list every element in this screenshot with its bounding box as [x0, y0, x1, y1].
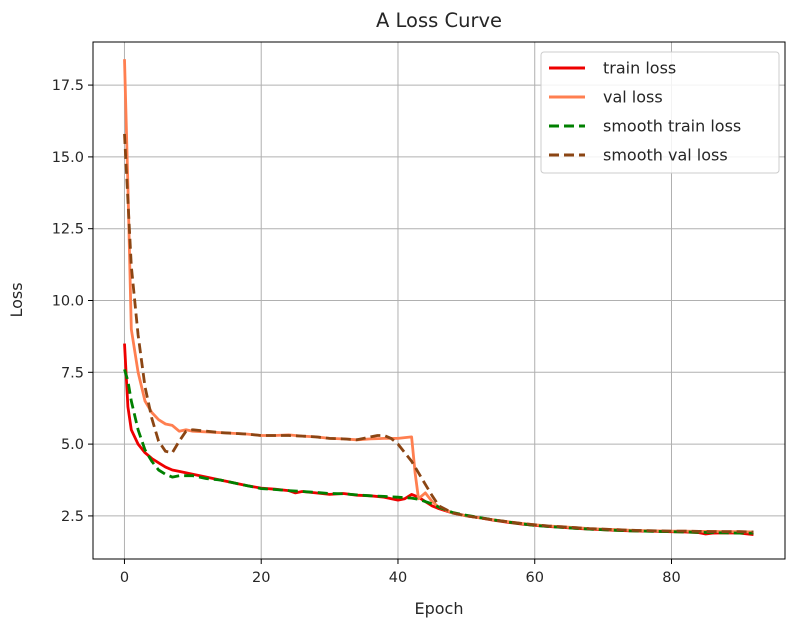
y-axis-ticks: 2.5 5.0 7.5 10.0 12.5 15.0 17.5: [52, 78, 93, 525]
legend-box: [540, 51, 780, 174]
y-tick-label: 12.5: [52, 222, 84, 238]
legend: train loss val loss smooth train loss smoot…: [540, 51, 780, 174]
x-axis-ticks: 0 20 40 60 80: [120, 559, 681, 586]
series-line-smooth-val-loss: [123, 133, 754, 534]
legend-label: val loss: [603, 88, 663, 107]
chart-title: A Loss Curve: [376, 9, 502, 32]
legend-label: train loss: [603, 59, 676, 78]
legend-label: smooth val loss: [603, 146, 728, 165]
y-tick-label: 15.0: [52, 150, 84, 166]
y-tick-label: 5.0: [61, 437, 84, 453]
y-tick-label: 10.0: [52, 294, 84, 310]
plot-series: [123, 59, 754, 536]
legend-label: smooth train loss: [603, 117, 741, 136]
x-tick-label: 0: [120, 570, 129, 586]
x-axis-label: Epoch: [415, 599, 464, 618]
y-tick-label: 2.5: [61, 509, 84, 525]
y-tick-label: 17.5: [52, 78, 84, 94]
y-axis-label: Loss: [7, 282, 26, 317]
x-tick-label: 60: [526, 570, 544, 586]
x-tick-label: 20: [252, 570, 270, 586]
x-tick-label: 80: [662, 570, 680, 586]
y-tick-label: 7.5: [61, 365, 84, 381]
x-tick-label: 40: [389, 570, 407, 586]
